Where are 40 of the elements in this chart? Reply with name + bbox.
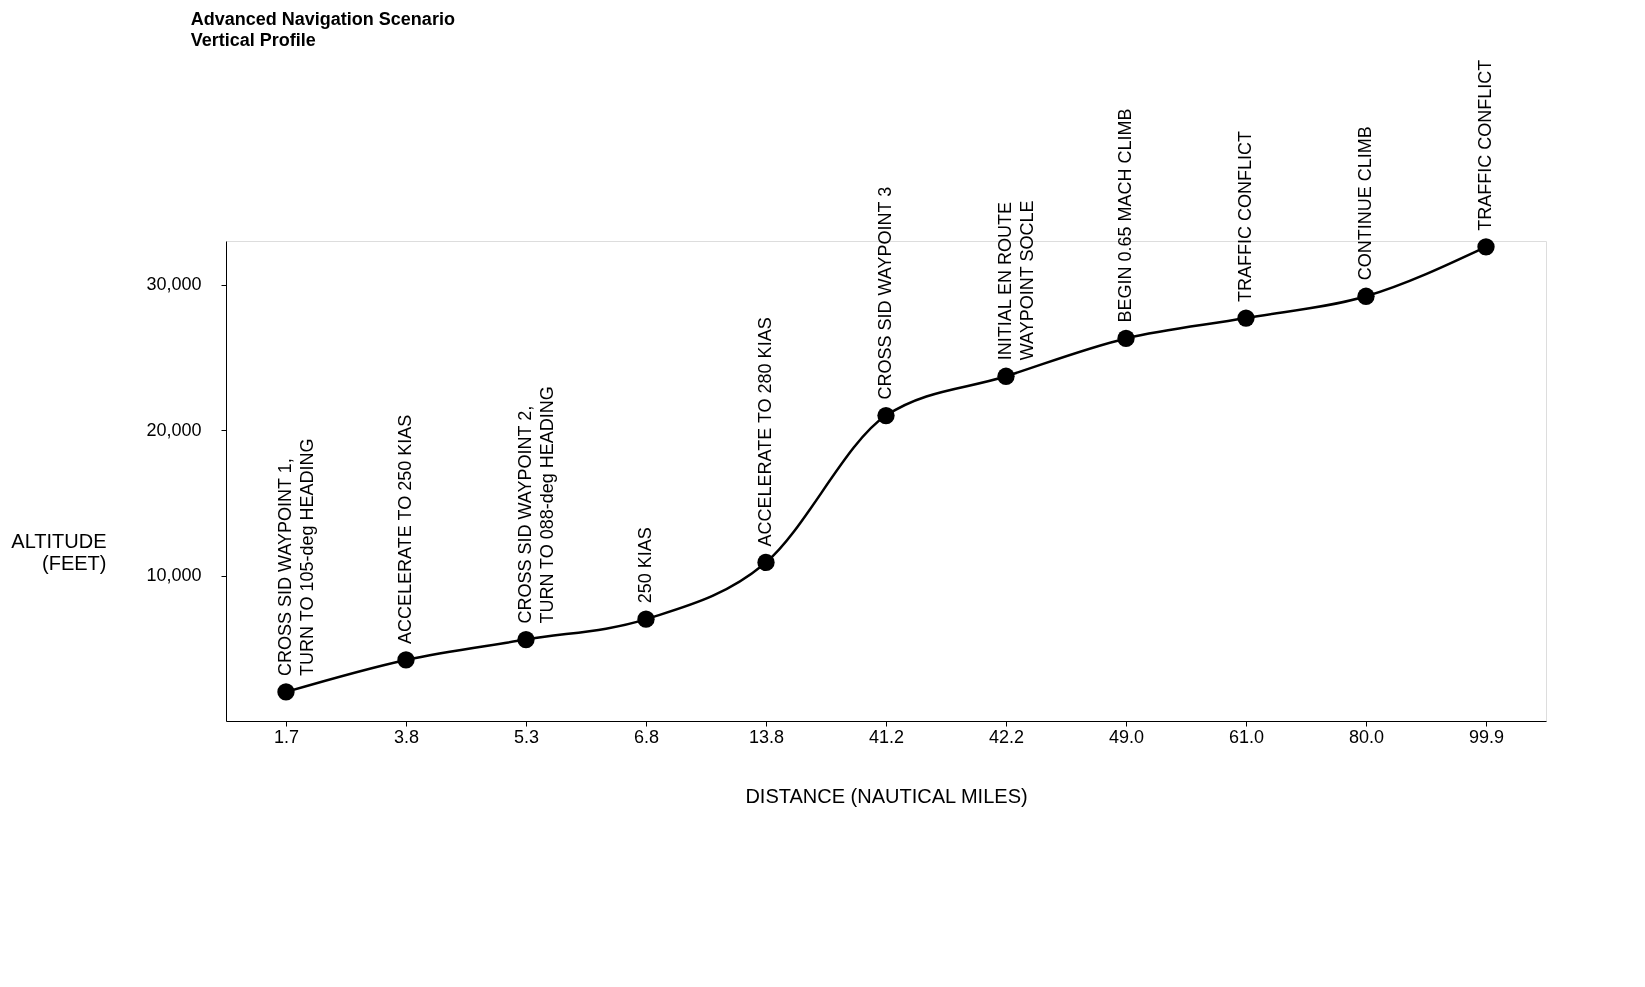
y-tick-label: 10,000: [146, 565, 202, 586]
point: [517, 630, 535, 649]
x-tick-label: 1.7: [273, 726, 300, 747]
x-tick-label: 5.3: [513, 726, 540, 747]
x-tick-label: 49.0: [1108, 726, 1145, 747]
x-tick-label: 3.8: [393, 726, 420, 747]
x-tick-label: 61.0: [1228, 726, 1265, 747]
annotation: TRAFFIC CONFLICT: [1475, 59, 1495, 231]
annotation: CROSS SID WAYPOINT 2, TURN TO 088-deg HEADING: [515, 386, 557, 624]
x-tick-label: 99.9: [1468, 726, 1505, 747]
point: [277, 683, 295, 701]
y-axis-title: ALTITUDE (FEET): [11, 529, 107, 574]
chart-title: Advanced Navigation Scenario: [190, 8, 455, 29]
annotation: CROSS SID WAYPOINT 1, TURN TO 105-deg HEADING: [275, 438, 317, 676]
chart-subtitle: Vertical Profile: [190, 29, 316, 50]
point: [637, 610, 655, 628]
annotation: ACCELERATE TO 250 KIAS: [395, 414, 415, 644]
y-tick-label: 30,000: [146, 274, 202, 295]
annotation: ACCELERATE TO 280 KIAS: [755, 317, 775, 547]
x-axis-title: DISTANCE (NAUTICAL MILES): [745, 784, 1028, 807]
point: [1117, 329, 1135, 348]
point: [1237, 309, 1255, 327]
annotation: BEGIN 0.65 MACH CLIMB: [1115, 108, 1135, 323]
annotation: INITIAL EN ROUTE WAYPOINT SOCLE: [995, 200, 1037, 361]
x-tick-label: 6.8: [633, 726, 660, 747]
annotation: 250 KIAS: [635, 527, 655, 604]
annotation: CROSS SID WAYPOINT 3: [875, 186, 895, 400]
x-tick-label: 41.2: [868, 726, 905, 747]
annotation: TRAFFIC CONFLICT: [1235, 131, 1255, 303]
annotation: CONTINUE CLIMB: [1355, 126, 1375, 281]
x-tick-label: 80.0: [1348, 726, 1385, 747]
point: [757, 553, 775, 572]
point: [1477, 238, 1495, 256]
y-tick-label: 20,000: [146, 419, 202, 440]
point: [1357, 287, 1375, 305]
point: [877, 406, 895, 425]
x-tick-label: 42.2: [988, 726, 1025, 747]
point: [997, 367, 1015, 385]
point: [397, 651, 415, 669]
x-tick-label: 13.8: [748, 726, 785, 747]
